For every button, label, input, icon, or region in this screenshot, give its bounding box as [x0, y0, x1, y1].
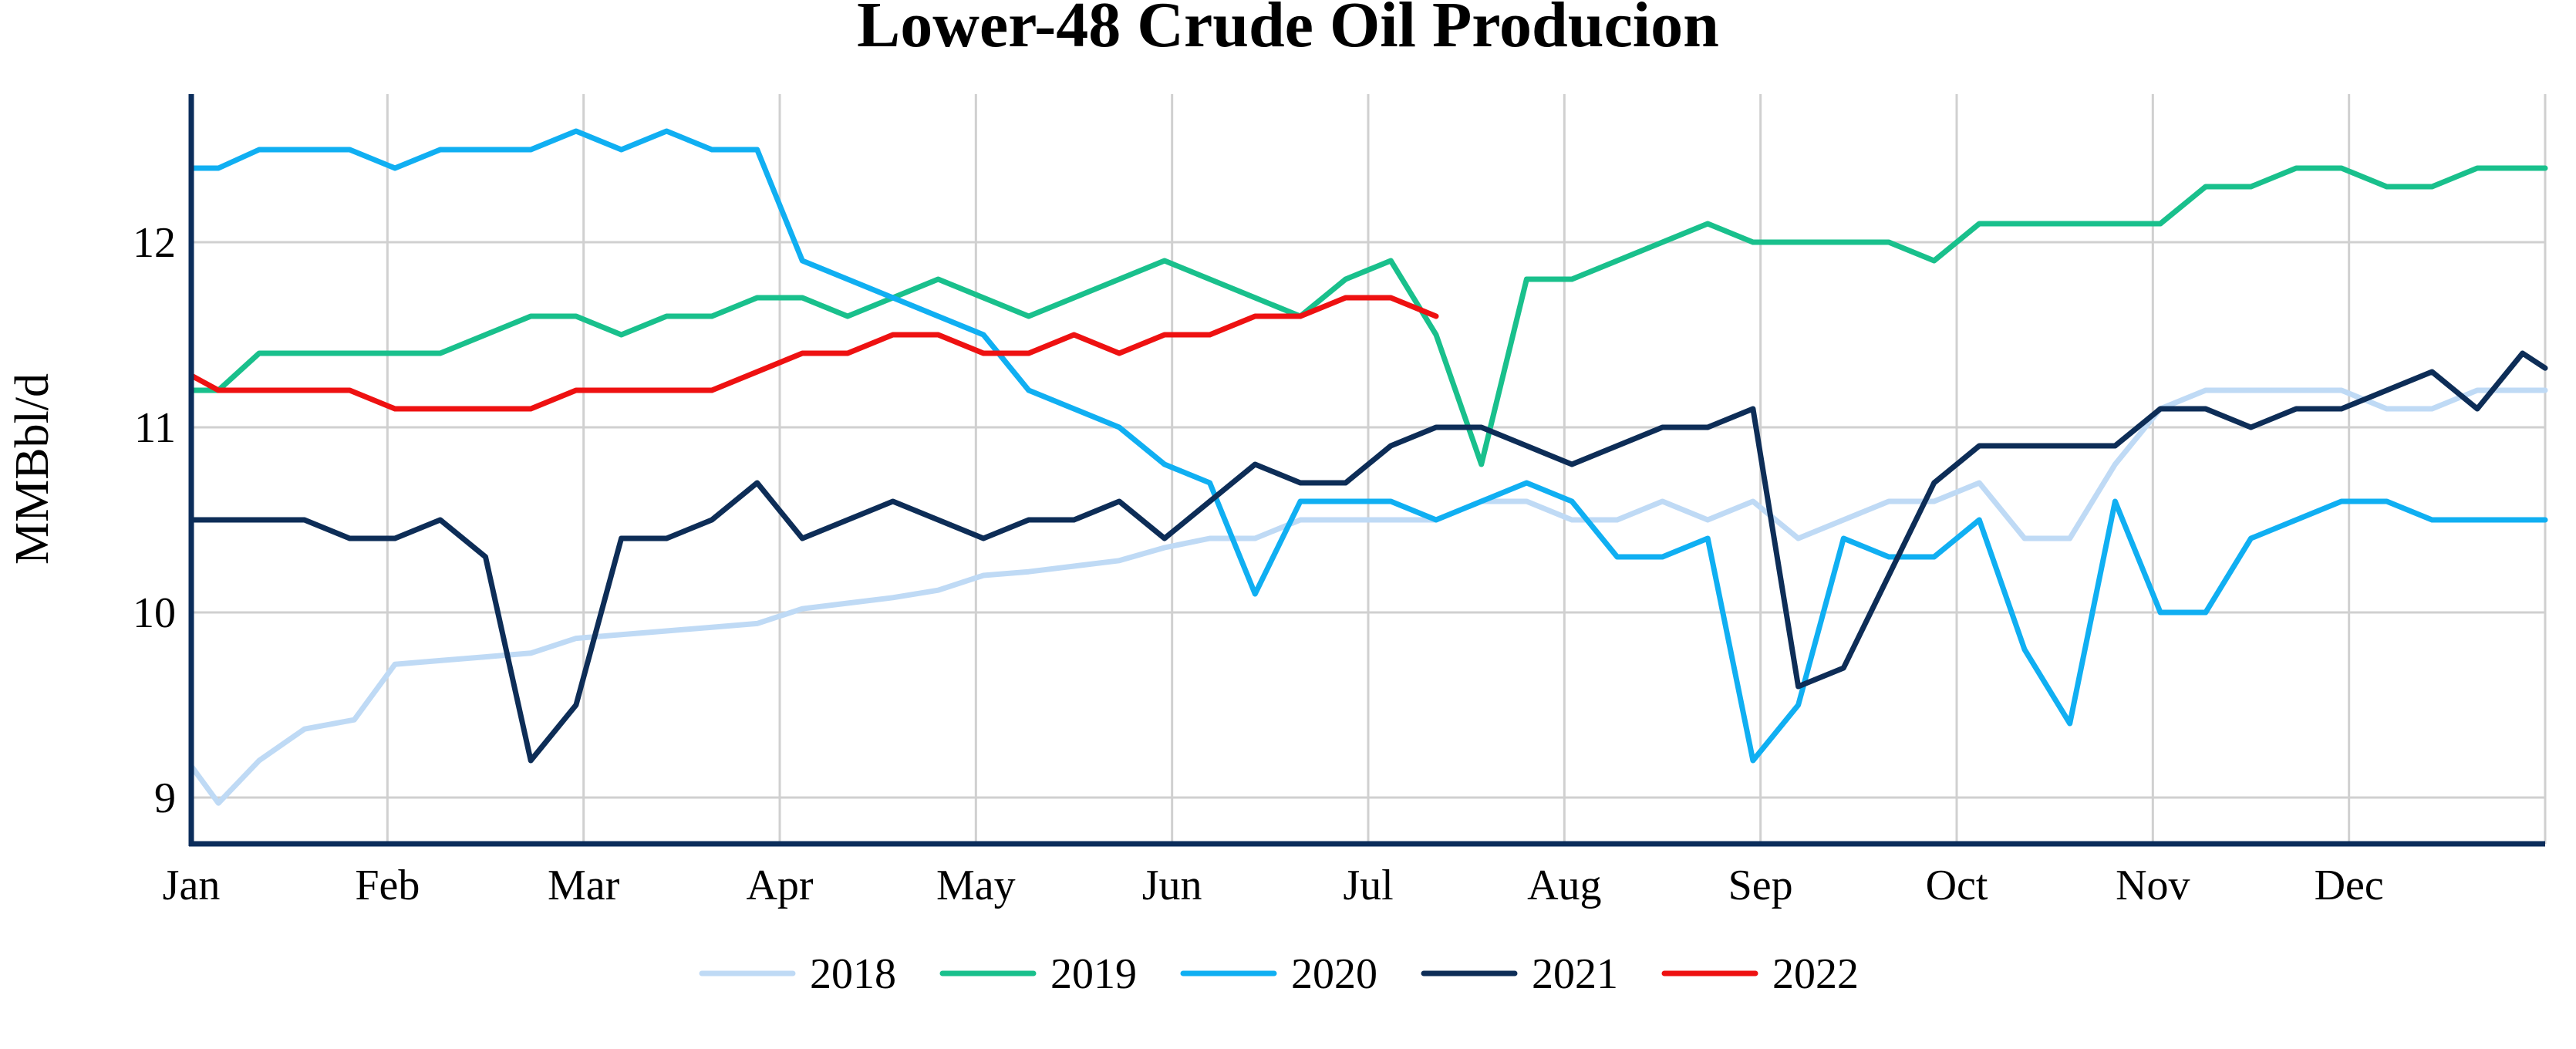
series-lines	[188, 128, 2548, 806]
y-axis-label: MMBbl/d	[6, 373, 59, 565]
series-line-2019	[188, 165, 2548, 467]
x-tick-label: Feb	[355, 862, 420, 909]
y-tick-label: 12	[133, 219, 176, 267]
legend-label-2019: 2019	[1050, 950, 1137, 998]
series-line-2020	[188, 128, 2548, 764]
series-line-2021	[188, 350, 2548, 764]
legend-label-2021: 2021	[1532, 950, 1618, 998]
legend-label-2020: 2020	[1291, 950, 1377, 998]
x-tick-label: May	[936, 862, 1016, 909]
x-tick-label: Jan	[163, 862, 221, 909]
x-tick-label: Oct	[1926, 862, 1988, 909]
gridlines	[191, 94, 2547, 844]
chart-title: Lower-48 Crude Oil Producion	[857, 0, 1719, 61]
axes	[188, 94, 2545, 847]
y-tick-label: 9	[154, 774, 176, 822]
x-tick-label: Nov	[2116, 862, 2190, 909]
series-line-2018	[188, 387, 2548, 806]
x-tick-label: Jun	[1142, 862, 1202, 909]
y-tick-label: 11	[134, 404, 176, 452]
x-tick-label: Apr	[746, 862, 813, 909]
legend-label-2022: 2022	[1772, 950, 1859, 998]
series-line-2022	[188, 295, 1439, 412]
x-tick-label: Mar	[548, 862, 620, 909]
legend: 2018 2019 2020 2021 2022	[699, 950, 1859, 998]
x-tick-label: Aug	[1527, 862, 1601, 909]
x-tick-label: Sep	[1728, 862, 1793, 909]
legend-label-2018: 2018	[810, 950, 896, 998]
x-tick-label: Jul	[1343, 862, 1393, 909]
y-tick-label: 10	[133, 589, 176, 637]
tick-labels: Jan Feb Mar Apr May Jun Jul Aug Sep Oct Nov Dec 9 10 1…	[133, 219, 2384, 909]
x-tick-label: Dec	[2315, 862, 2384, 909]
